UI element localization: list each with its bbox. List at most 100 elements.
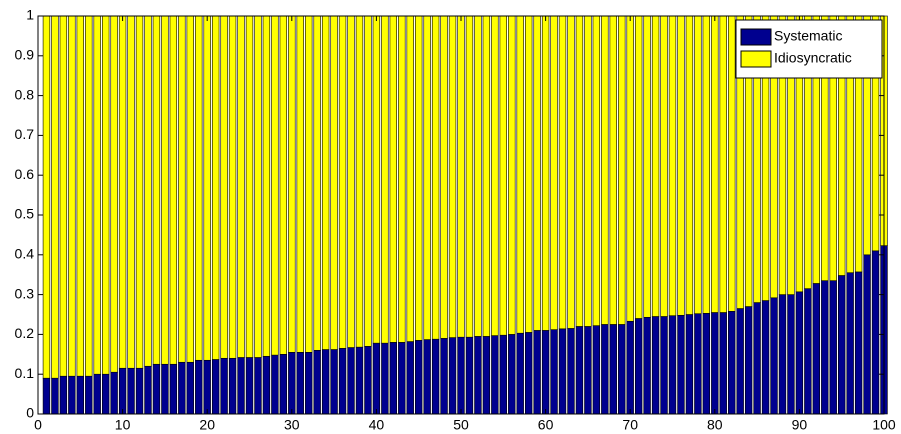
bar-segment bbox=[584, 326, 592, 415]
bar-segment bbox=[381, 342, 389, 415]
bar-segment bbox=[51, 15, 59, 379]
x-tick-label: 60 bbox=[538, 417, 554, 433]
bar-segment bbox=[431, 338, 440, 415]
bar-segment bbox=[101, 15, 110, 375]
bar-segment bbox=[685, 314, 694, 415]
y-tick-label: 0.4 bbox=[15, 246, 35, 262]
bar-segment bbox=[178, 15, 186, 363]
bar-segment bbox=[68, 15, 76, 377]
y-tick-label: 1 bbox=[26, 7, 34, 23]
bar-segment bbox=[59, 15, 68, 377]
bar-segment bbox=[372, 342, 381, 415]
bar-segment bbox=[541, 330, 550, 415]
bar-segment bbox=[220, 15, 228, 359]
bar-segment bbox=[313, 350, 321, 415]
bar-segment bbox=[711, 15, 719, 313]
bar-segment bbox=[668, 315, 677, 415]
bar-segment bbox=[651, 316, 660, 415]
bar-segment bbox=[237, 357, 245, 415]
bar-segment bbox=[101, 373, 110, 415]
bar-segment bbox=[524, 332, 533, 415]
bar-segment bbox=[592, 325, 601, 415]
bar-segment bbox=[338, 348, 347, 415]
bar-segment bbox=[592, 15, 601, 326]
bar-segment bbox=[347, 15, 355, 348]
bar-segment bbox=[228, 15, 237, 359]
bar-segment bbox=[42, 15, 51, 379]
bar-segment bbox=[195, 15, 203, 361]
bar-segment bbox=[330, 15, 338, 350]
bar-segment bbox=[254, 15, 262, 358]
bar-segment bbox=[296, 15, 304, 353]
bar-segment bbox=[550, 15, 558, 330]
bar-segment bbox=[482, 336, 491, 415]
bar-segment bbox=[93, 373, 101, 415]
bar-segment bbox=[169, 363, 178, 415]
bar-segment bbox=[694, 313, 702, 415]
bar-segment bbox=[533, 15, 541, 331]
bar-segment bbox=[110, 371, 118, 415]
bar-segment bbox=[728, 15, 736, 312]
bar-segment bbox=[431, 15, 440, 340]
bar-segment bbox=[821, 280, 829, 415]
bar-segment bbox=[457, 15, 465, 338]
y-tick-label: 0.8 bbox=[15, 86, 35, 102]
bar-segment bbox=[85, 375, 93, 415]
bar-segment bbox=[465, 336, 474, 415]
bar-segment bbox=[601, 324, 609, 415]
x-tick-label: 90 bbox=[792, 417, 808, 433]
bar-segment bbox=[846, 272, 854, 415]
bar-segment bbox=[305, 352, 313, 415]
bar-segment bbox=[702, 313, 711, 415]
y-tick-label: 0.6 bbox=[15, 166, 35, 182]
bar-segment bbox=[558, 328, 567, 415]
bar-segment bbox=[558, 15, 567, 330]
bar-segment bbox=[634, 318, 643, 415]
bar-segment bbox=[457, 336, 465, 415]
bar-segment bbox=[787, 294, 795, 415]
bar-segment bbox=[728, 311, 736, 415]
bar-segment bbox=[812, 283, 821, 415]
bar-segment bbox=[364, 15, 372, 347]
bar-segment bbox=[482, 15, 491, 337]
bar-segment bbox=[533, 330, 541, 415]
bar-segment bbox=[220, 357, 228, 415]
bar-segment bbox=[127, 367, 135, 415]
bar-segment bbox=[719, 312, 727, 415]
bar-segment bbox=[516, 332, 524, 415]
legend-swatch bbox=[740, 50, 772, 68]
bar-segment bbox=[491, 335, 499, 415]
bar-segment bbox=[51, 377, 59, 415]
bar-segment bbox=[643, 15, 651, 318]
bar-segment bbox=[575, 326, 584, 415]
bar-segment bbox=[68, 375, 76, 415]
bar-segment bbox=[355, 15, 364, 348]
x-tick-label: 70 bbox=[622, 417, 638, 433]
bar-segment bbox=[93, 15, 101, 375]
bar-segment bbox=[381, 15, 389, 344]
bar-segment bbox=[288, 15, 296, 353]
bar-segment bbox=[567, 328, 575, 415]
bar-segment bbox=[144, 365, 152, 415]
bar-segment bbox=[677, 15, 685, 316]
bar-segment bbox=[85, 15, 93, 377]
legend-swatch bbox=[740, 28, 772, 46]
bar-segment bbox=[76, 15, 84, 377]
bar-segment bbox=[524, 15, 533, 333]
bar-segment bbox=[423, 339, 431, 415]
bar-segment bbox=[508, 15, 516, 335]
bar-segment bbox=[364, 346, 372, 415]
bar-segment bbox=[474, 15, 482, 337]
y-tick-label: 0.2 bbox=[15, 325, 35, 341]
bar-segment bbox=[651, 15, 660, 317]
bar-segment bbox=[465, 15, 474, 338]
bar-segment bbox=[245, 15, 254, 358]
x-tick-label: 100 bbox=[872, 417, 896, 433]
bar-segment bbox=[609, 15, 617, 325]
y-tick-label: 0.1 bbox=[15, 365, 35, 381]
legend-label: Idiosyncratic bbox=[774, 50, 852, 66]
bar-segment bbox=[753, 302, 761, 415]
x-tick-label: 50 bbox=[453, 417, 469, 433]
bar-segment bbox=[829, 280, 837, 415]
bar-segment bbox=[804, 288, 812, 415]
